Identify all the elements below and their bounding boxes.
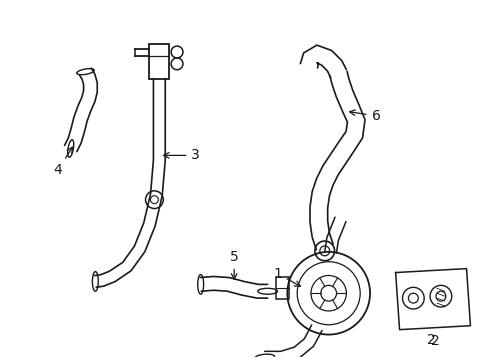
Text: 5: 5: [229, 250, 238, 279]
Text: 2: 2: [426, 333, 434, 346]
Text: 1: 1: [272, 266, 300, 286]
Text: 6: 6: [349, 109, 380, 123]
Text: 3: 3: [163, 148, 200, 162]
Text: 2: 2: [429, 330, 439, 348]
Text: 4: 4: [54, 147, 72, 177]
